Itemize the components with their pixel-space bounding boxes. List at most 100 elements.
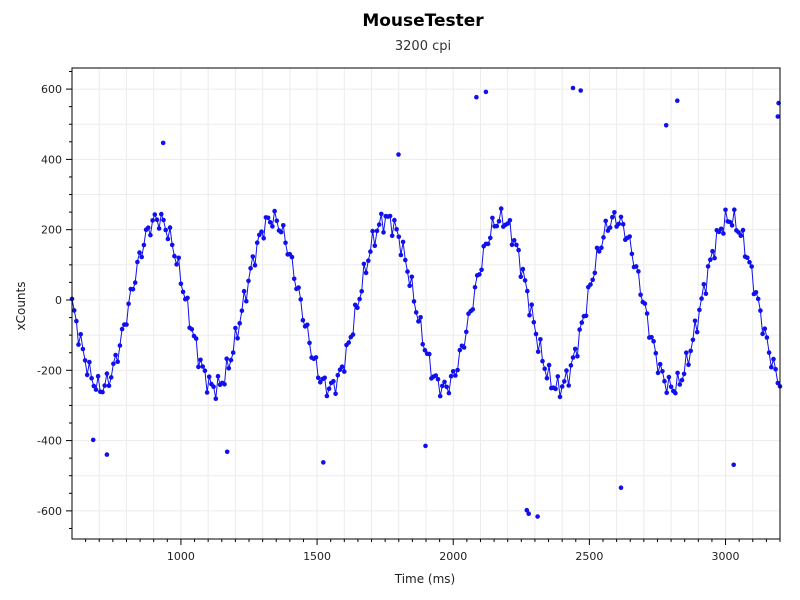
data-point [389, 233, 395, 238]
data-point [394, 227, 399, 232]
data-point [298, 297, 304, 302]
data-point [592, 270, 598, 276]
data-point [411, 299, 417, 304]
data-point [87, 359, 92, 365]
data-point [322, 375, 328, 381]
data-point [281, 223, 286, 228]
data-point [420, 341, 426, 347]
data-point [274, 218, 280, 224]
data-point [359, 289, 365, 294]
outlier-point [104, 452, 110, 457]
data-point [498, 206, 504, 211]
data-point [535, 349, 541, 355]
data-point [610, 214, 615, 220]
outlier-point [578, 88, 583, 93]
outlier-point [90, 437, 96, 443]
data-point [638, 292, 643, 298]
data-point [627, 234, 632, 239]
data-point [235, 336, 240, 341]
data-point [479, 267, 484, 273]
data-point [267, 220, 273, 225]
data-point [601, 235, 606, 240]
data-point [686, 362, 691, 368]
data-point [215, 373, 221, 379]
y-axis-label: xCounts [14, 282, 28, 331]
data-point [507, 218, 513, 223]
data-point [400, 239, 406, 245]
chart-subtitle: 3200 cpi [395, 39, 451, 54]
data-point [248, 266, 253, 271]
data-point [651, 339, 656, 344]
data-point [300, 317, 306, 323]
data-point [198, 357, 203, 363]
data-point [100, 389, 105, 395]
data-point [566, 383, 571, 388]
data-point [230, 350, 236, 355]
outlier-point [224, 449, 230, 455]
data-point [620, 221, 626, 227]
data-point [335, 372, 341, 378]
data-point [522, 278, 528, 283]
x-tick-label: 2000 [439, 550, 467, 563]
data-point [363, 270, 369, 276]
data-point [265, 215, 271, 221]
data-point [379, 211, 384, 217]
data-point [461, 345, 467, 350]
data-point [372, 243, 378, 248]
data-point [649, 334, 654, 340]
data-point [150, 218, 155, 223]
data-point [226, 366, 232, 371]
outlier-point [675, 98, 680, 103]
data-point [254, 240, 260, 245]
outlier-point [535, 514, 540, 519]
data-point [771, 356, 776, 362]
data-point [701, 282, 707, 287]
data-point [93, 387, 99, 392]
data-point [95, 373, 101, 379]
data-point [84, 372, 90, 378]
data-point [374, 228, 380, 234]
y-tick-label: 400 [41, 153, 62, 166]
data-point [139, 254, 144, 260]
data-point [124, 322, 129, 327]
data-point [113, 352, 118, 358]
data-point [703, 291, 709, 297]
data-point [250, 254, 256, 259]
data-point [662, 378, 667, 384]
plot-area [69, 85, 783, 519]
data-point [130, 287, 136, 292]
data-point [313, 355, 319, 360]
data-point [440, 383, 445, 389]
outlier-point [474, 94, 479, 100]
outlier-point [396, 152, 401, 157]
data-point [642, 301, 648, 306]
data-point [396, 234, 402, 240]
data-point [270, 224, 275, 229]
data-point [296, 285, 301, 290]
grid-lines [72, 68, 781, 539]
y-tick-label: -200 [37, 364, 62, 377]
data-point [141, 242, 147, 248]
data-point [636, 269, 641, 274]
data-point [559, 384, 565, 389]
data-point [727, 219, 733, 225]
data-point [71, 308, 77, 313]
data-point [760, 331, 765, 337]
data-point [246, 278, 251, 284]
data-point [241, 288, 247, 294]
data-point [278, 229, 284, 235]
data-point [376, 222, 382, 227]
data-point [196, 364, 201, 370]
data-point [448, 373, 454, 379]
data-point [655, 370, 661, 376]
data-point [339, 364, 345, 370]
data-point [333, 391, 338, 397]
data-point [135, 259, 140, 265]
data-point [599, 245, 604, 251]
data-point [244, 298, 249, 304]
data-point [366, 258, 371, 264]
data-point [272, 208, 277, 214]
data-point [111, 361, 116, 367]
y-tick-label: 200 [41, 224, 62, 237]
